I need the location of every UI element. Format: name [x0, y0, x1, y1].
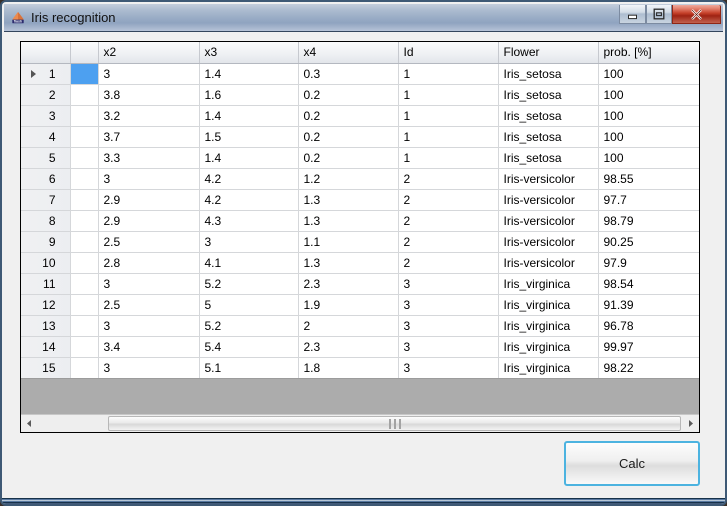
svg-text:flash: flash: [14, 19, 22, 23]
